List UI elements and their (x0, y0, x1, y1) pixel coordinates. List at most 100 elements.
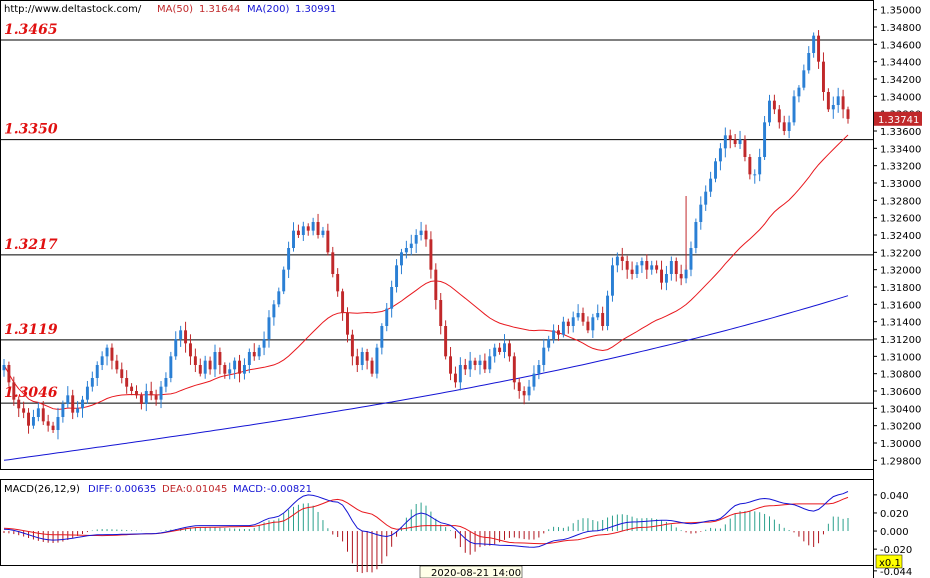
cursor-time-label: 2020-08-21 14:00 (431, 568, 521, 578)
candles (2, 30, 850, 440)
candle-body (223, 365, 227, 374)
candle-body (444, 326, 448, 357)
price-tick-label: 1.31400 (880, 318, 921, 329)
candle-body (321, 230, 325, 235)
candle-body (547, 339, 551, 348)
scale-badge-label[interactable]: x0.1 (879, 558, 901, 569)
candle-body (625, 261, 629, 270)
candle-body (709, 178, 713, 192)
candle-body (277, 291, 281, 305)
candle-body (76, 408, 80, 413)
candle-body (331, 252, 335, 274)
candle-body (787, 122, 791, 131)
candle-body (242, 365, 246, 374)
candle-body (645, 261, 649, 270)
candle-body (31, 417, 35, 426)
candle-body (714, 161, 717, 179)
source-url: http://www.deltastock.com/ (4, 4, 142, 15)
candle-body (144, 391, 148, 404)
candle-body (350, 334, 354, 357)
candle-body (723, 135, 727, 149)
candle-body (409, 243, 413, 248)
candle-body (90, 378, 94, 387)
candle-body (292, 230, 295, 248)
candle-body (287, 248, 291, 270)
candle-body (694, 222, 698, 248)
price-tick-label: 1.30800 (880, 370, 921, 381)
candle-body (493, 347, 497, 357)
candle-body (149, 391, 153, 396)
candle-body (463, 365, 467, 370)
price-tick-label: 1.31000 (880, 352, 921, 363)
candle-body (85, 386, 89, 400)
macd-axis-ticks: 0.040 0.020 0.000 -0.020 -0.044 (873, 491, 912, 578)
macd-diff-label: DIFF: (88, 484, 113, 495)
candle-body (758, 157, 762, 175)
candle-body (615, 256, 619, 266)
candle-body (365, 352, 369, 361)
candle-body (664, 274, 668, 283)
horizontal-levels: 1.3465 1.3350 1.3217 1.3119 1.3046 (0, 22, 873, 404)
candle-body (718, 148, 722, 162)
candle-body (326, 230, 330, 253)
candle-body (792, 96, 796, 123)
candle-body (296, 230, 300, 235)
candle-body (772, 100, 776, 110)
candle-body (507, 343, 511, 357)
candle-body (188, 343, 192, 357)
candle-body (606, 295, 610, 326)
candle-body (174, 339, 178, 357)
macd-tick-label: -0.020 (880, 545, 912, 556)
candle-body (336, 274, 340, 292)
candle-body (488, 356, 492, 370)
candle-body (71, 395, 75, 413)
candle-body (591, 317, 595, 331)
level-label: 1.3217 (4, 237, 58, 253)
price-pane (0, 0, 874, 470)
candle-body (748, 157, 752, 175)
price-tick-label: 1.33400 (880, 144, 921, 155)
candle-body (7, 365, 11, 383)
candle-body (738, 139, 742, 144)
candle-body (370, 360, 374, 374)
candle-body (355, 356, 359, 365)
candle-body (532, 373, 536, 387)
candle-body (601, 313, 605, 326)
candle-body (385, 308, 389, 326)
price-tick-label: 1.33200 (880, 162, 921, 173)
candle-body (704, 191, 708, 205)
candle-body (812, 35, 816, 53)
cursor-time-box (419, 565, 523, 578)
candle-body (841, 96, 845, 110)
candle-body (807, 53, 811, 71)
candle-body (12, 382, 16, 400)
candle-body (679, 274, 683, 279)
scale-badge[interactable] (875, 554, 903, 569)
price-tick-label: 1.34400 (880, 58, 921, 69)
candle-body (782, 122, 786, 131)
candle-body (17, 399, 21, 409)
candle-body (346, 313, 349, 335)
candle-body (660, 269, 664, 283)
macd-indicator (3, 491, 849, 574)
candle-body (802, 70, 806, 88)
candle-body (390, 287, 394, 309)
candle-body (203, 360, 207, 374)
candle-body (684, 269, 688, 279)
ma50-label: MA(50) (157, 4, 193, 15)
candle-body (728, 135, 732, 140)
candle-body (557, 330, 560, 335)
candle-body (159, 386, 163, 400)
ma200-line (3, 295, 849, 461)
candle-body (105, 347, 109, 357)
price-tick-label: 1.32000 (880, 266, 921, 277)
candle-body (777, 109, 781, 123)
candle-body (2, 365, 6, 371)
candle-body (36, 408, 40, 417)
candle-body (247, 352, 251, 365)
price-tick-label: 1.34800 (880, 23, 921, 34)
price-tick-label: 1.30000 (880, 439, 921, 450)
candle-body (674, 261, 678, 274)
candle-body (193, 356, 197, 365)
candle-body (41, 408, 45, 422)
